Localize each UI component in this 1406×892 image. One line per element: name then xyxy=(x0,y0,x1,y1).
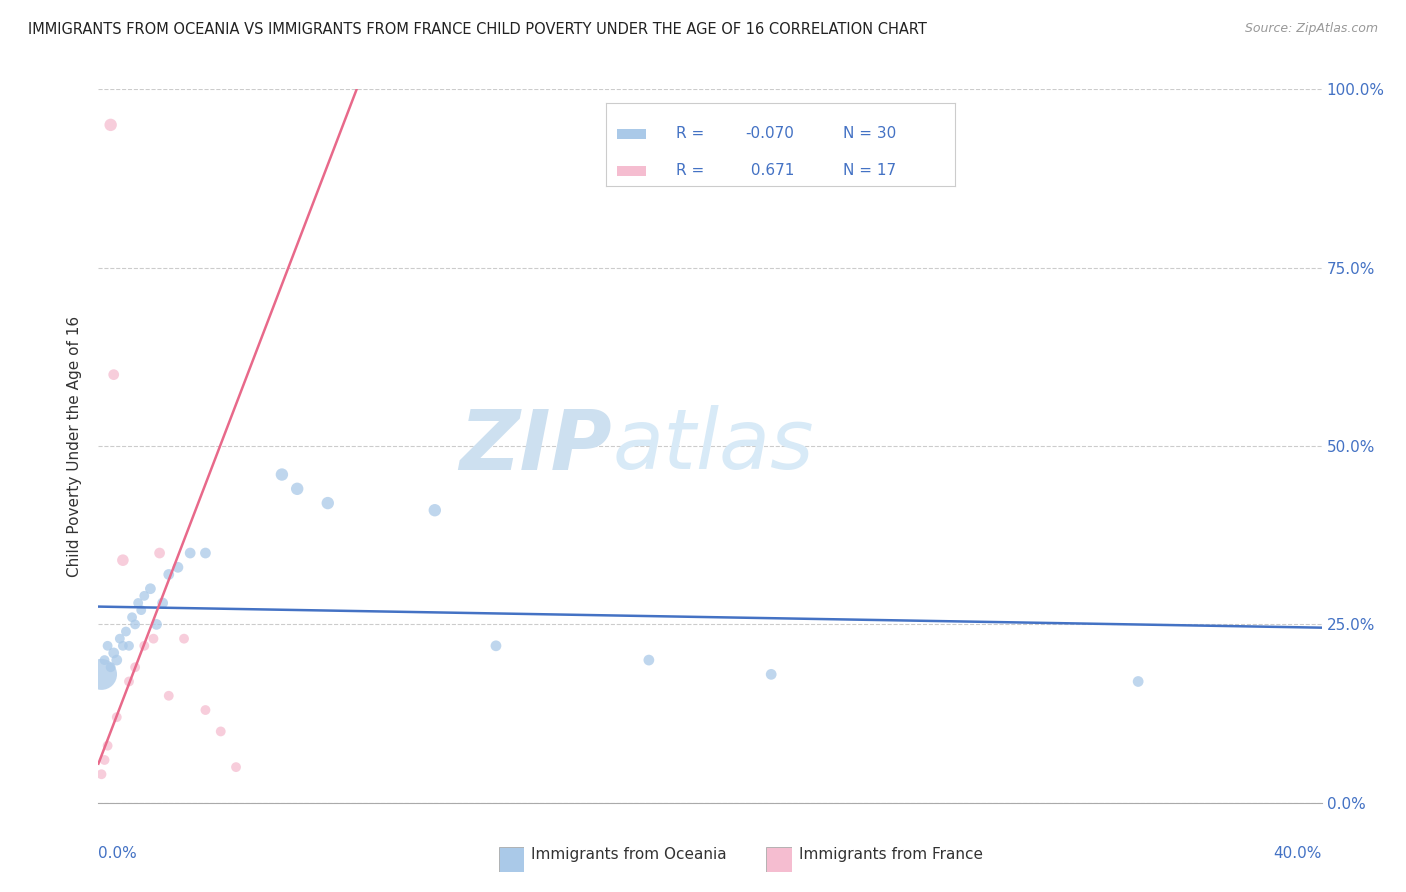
Point xyxy=(139,582,162,596)
Point xyxy=(209,724,232,739)
Point xyxy=(100,660,122,674)
Text: Immigrants from France: Immigrants from France xyxy=(799,847,983,862)
Point xyxy=(115,624,138,639)
Text: -0.070: -0.070 xyxy=(745,127,794,141)
Point xyxy=(90,767,112,781)
Point xyxy=(225,760,247,774)
Point xyxy=(637,653,661,667)
Point xyxy=(145,617,167,632)
Text: N = 30: N = 30 xyxy=(844,127,897,141)
Point xyxy=(142,632,165,646)
Point xyxy=(152,596,174,610)
Point xyxy=(285,482,308,496)
Point xyxy=(316,496,339,510)
Point xyxy=(103,646,125,660)
Point xyxy=(149,546,172,560)
Point xyxy=(194,703,217,717)
Point xyxy=(100,118,122,132)
Point xyxy=(93,653,115,667)
Point xyxy=(124,617,146,632)
Text: R =: R = xyxy=(676,127,709,141)
Point xyxy=(485,639,508,653)
Point xyxy=(90,667,112,681)
Text: N = 17: N = 17 xyxy=(844,163,896,178)
Point xyxy=(105,653,128,667)
Point xyxy=(118,639,141,653)
Point xyxy=(111,553,134,567)
Point xyxy=(179,546,201,560)
Y-axis label: Child Poverty Under the Age of 16: Child Poverty Under the Age of 16 xyxy=(67,316,83,576)
Text: atlas: atlas xyxy=(612,406,814,486)
Point xyxy=(97,639,120,653)
Point xyxy=(129,603,152,617)
Point xyxy=(111,639,134,653)
Point xyxy=(124,660,146,674)
Point xyxy=(167,560,190,574)
Point xyxy=(103,368,125,382)
Point xyxy=(759,667,782,681)
Point xyxy=(1128,674,1150,689)
Point xyxy=(157,689,180,703)
Text: IMMIGRANTS FROM OCEANIA VS IMMIGRANTS FROM FRANCE CHILD POVERTY UNDER THE AGE OF: IMMIGRANTS FROM OCEANIA VS IMMIGRANTS FR… xyxy=(28,22,927,37)
Point xyxy=(105,710,128,724)
Point xyxy=(134,589,156,603)
Text: Immigrants from Oceania: Immigrants from Oceania xyxy=(531,847,727,862)
Point xyxy=(134,639,156,653)
Point xyxy=(121,610,143,624)
Point xyxy=(108,632,131,646)
Text: Source: ZipAtlas.com: Source: ZipAtlas.com xyxy=(1244,22,1378,36)
Point xyxy=(157,567,180,582)
Text: ZIP: ZIP xyxy=(460,406,612,486)
Point xyxy=(194,546,217,560)
Text: 0.671: 0.671 xyxy=(745,163,794,178)
Point xyxy=(97,739,120,753)
Bar xyxy=(616,166,645,176)
Point xyxy=(93,753,115,767)
Text: 40.0%: 40.0% xyxy=(1274,846,1322,861)
Text: 0.0%: 0.0% xyxy=(98,846,138,861)
Point xyxy=(127,596,149,610)
Text: R =: R = xyxy=(676,163,709,178)
Point xyxy=(173,632,195,646)
Point xyxy=(118,674,141,689)
Point xyxy=(423,503,446,517)
Bar xyxy=(616,129,645,139)
Point xyxy=(270,467,292,482)
